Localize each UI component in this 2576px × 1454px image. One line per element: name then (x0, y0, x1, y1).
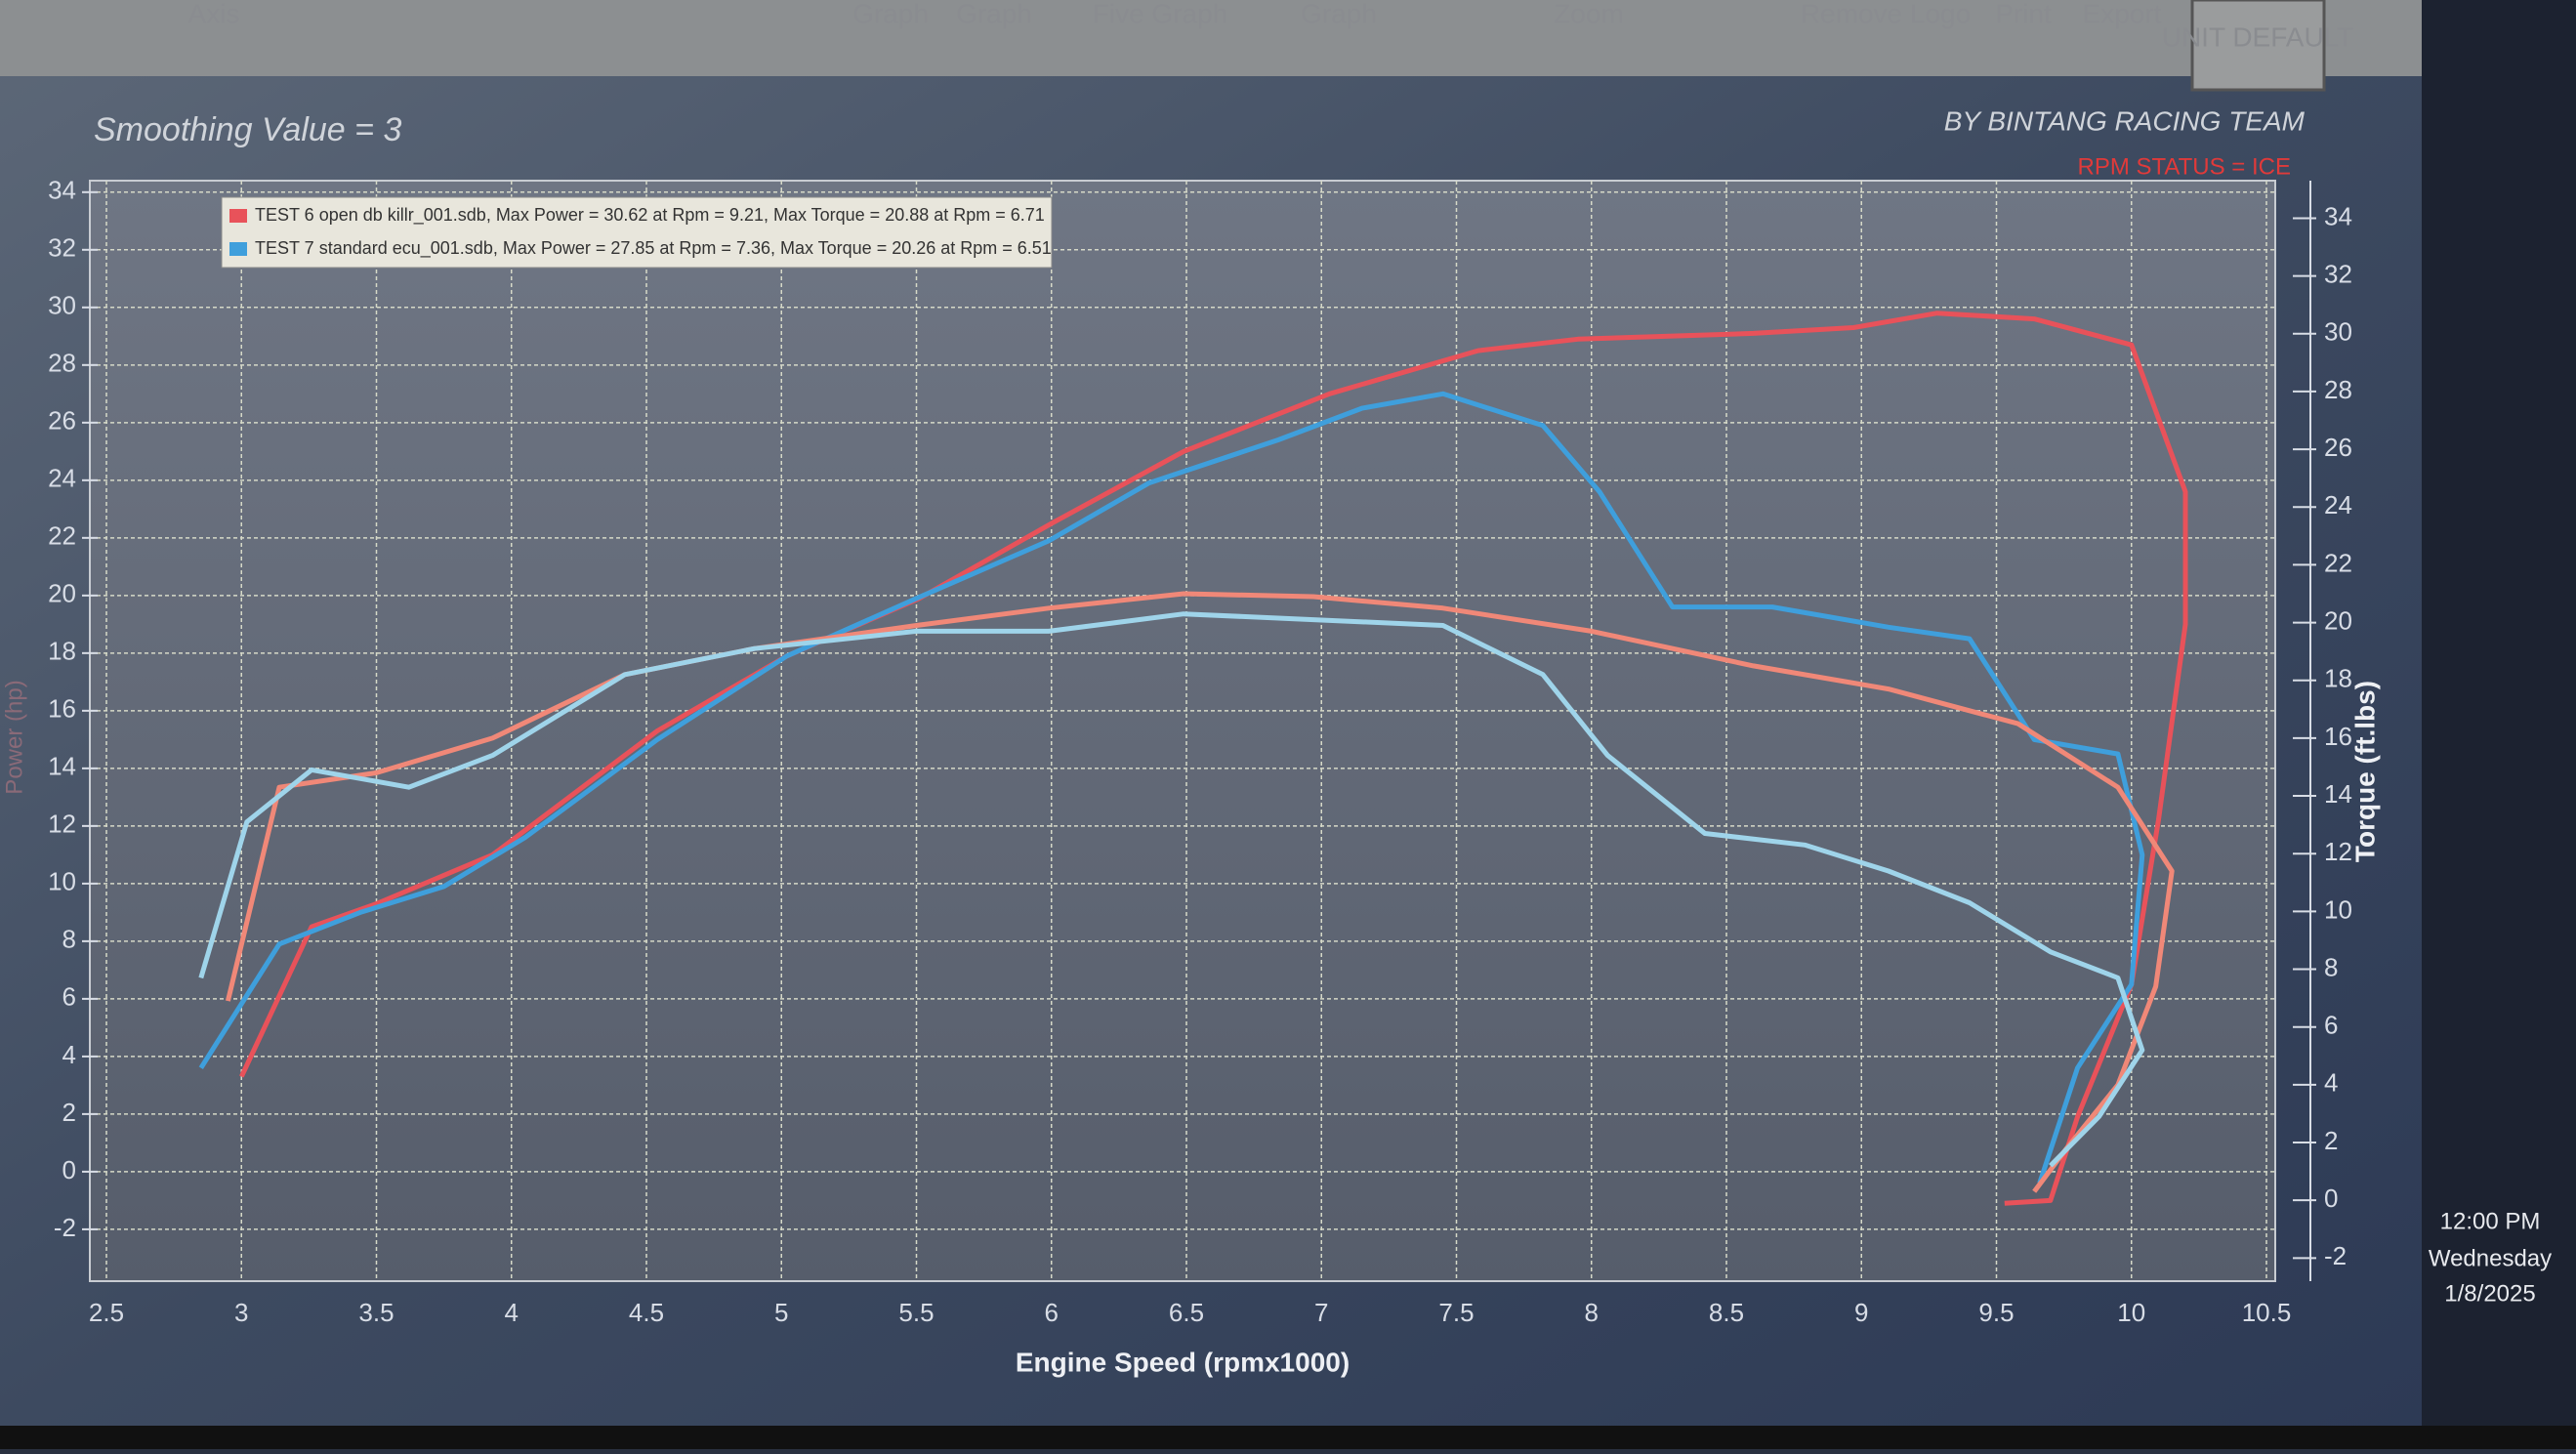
y2-tick-label: 6 (2324, 1011, 2338, 1040)
y-tick-label: 2 (62, 1098, 76, 1127)
y2-tick-label: 2 (2324, 1126, 2338, 1155)
y-tick-label: 34 (48, 176, 76, 205)
y-axis-label: Power (hp) (1, 680, 27, 794)
legend-swatch (229, 209, 247, 223)
x-tick-label: 6 (1045, 1298, 1059, 1327)
y2-tick-label: 30 (2324, 317, 2352, 347)
toolbar (0, 0, 2461, 76)
y2-tick-label: 14 (2324, 779, 2352, 809)
legend-box (221, 196, 1053, 269)
y-tick-label: 4 (62, 1040, 76, 1069)
y-tick-label: 20 (48, 579, 76, 608)
x-tick-label: 7.5 (1438, 1298, 1474, 1327)
x-axis-label: Engine Speed (rpmx1000) (1016, 1347, 1350, 1377)
x-tick-label: 9 (1854, 1298, 1868, 1327)
torque-line (225, 591, 2175, 1193)
x-tick-label: 3.5 (358, 1298, 394, 1327)
legend-entry: TEST 6 open db killr_001.sdb, Max Power … (255, 205, 1045, 226)
y2-tick-label: -2 (2324, 1241, 2347, 1270)
y-tick-label: 26 (48, 406, 76, 436)
toolbar-button[interactable]: Graph (1301, 0, 1377, 28)
y-tick-label: 32 (48, 233, 76, 263)
toolbar-button[interactable]: Graph (852, 0, 929, 28)
x-tick-label: 4.5 (629, 1298, 664, 1327)
y2-tick-label: 22 (2324, 548, 2352, 577)
x-tick-label: 10 (2117, 1298, 2145, 1327)
y2-tick-label: 20 (2324, 605, 2352, 635)
y-tick-label: 22 (48, 521, 76, 551)
y2-tick-label: 12 (2324, 837, 2352, 866)
y2-tick-label: 10 (2324, 894, 2352, 924)
y-tick-label: 18 (48, 637, 76, 666)
screen-bezel (0, 1426, 2576, 1449)
toolbar-button[interactable]: Axis (188, 0, 240, 28)
toolbar-button[interactable]: Five Graph (1093, 0, 1228, 28)
y2-tick-label: 0 (2324, 1184, 2338, 1213)
y2-tick-label: 32 (2324, 259, 2352, 288)
y2-tick-label: 16 (2324, 722, 2352, 751)
torque-line (198, 611, 2145, 1168)
y-tick-label: -2 (54, 1213, 76, 1242)
x-tick-label: 8.5 (1709, 1298, 1744, 1327)
x-tick-label: 2.5 (89, 1298, 124, 1327)
y-tick-label: 28 (48, 349, 76, 378)
chart-subtitle: BY BINTANG RACING TEAM (1944, 105, 2306, 136)
x-tick-label: 9.5 (1978, 1298, 2014, 1327)
x-tick-label: 3 (234, 1298, 248, 1327)
unit-button-frame[interactable] (2190, 0, 2326, 92)
y-tick-label: 30 (48, 291, 76, 320)
clock-day[interactable]: Wednesday (2429, 1245, 2552, 1271)
legend-entry: TEST 7 standard ecu_001.sdb, Max Power =… (255, 238, 1052, 259)
y-tick-label: 24 (48, 464, 76, 493)
y-tick-label: 16 (48, 694, 76, 724)
x-tick-label: 5 (774, 1298, 788, 1327)
plot-area (89, 180, 2276, 1282)
legend-swatch (229, 242, 247, 256)
y-tick-label: 12 (48, 810, 76, 839)
x-tick-label: 5.5 (898, 1298, 934, 1327)
toolbar-button[interactable]: Export (2083, 0, 2162, 28)
y2-tick-label: 18 (2324, 664, 2352, 693)
y2-tick-label: 24 (2324, 490, 2352, 519)
toolbar-button[interactable]: Graph (956, 0, 1032, 28)
y-tick-label: 6 (62, 982, 76, 1012)
toolbar-button[interactable]: Zoom (1554, 0, 1624, 28)
taskbar (2422, 0, 2576, 1449)
y2-tick-label: 28 (2324, 375, 2352, 404)
x-tick-label: 10.5 (2242, 1298, 2292, 1327)
y2-tick-label: 8 (2324, 952, 2338, 981)
toolbar-button[interactable]: Remove Logo (1801, 0, 1971, 28)
toolbar-button[interactable]: UNIT DEFAULT (2162, 21, 2354, 52)
chart-title: Smoothing Value = 3 (94, 111, 401, 148)
y-tick-label: 14 (48, 752, 76, 781)
x-tick-label: 7 (1314, 1298, 1328, 1327)
y-tick-label: 0 (62, 1155, 76, 1184)
rpm-status: RPM STATUS = ICE (2078, 153, 2291, 180)
clock-time[interactable]: 12:00 PM (2440, 1208, 2541, 1234)
y2-axis-label: Torque (ft.lbs) (2349, 681, 2380, 862)
y-tick-label: 10 (48, 867, 76, 896)
y2-tick-label: 34 (2324, 201, 2352, 230)
y-tick-label: 8 (62, 925, 76, 954)
x-tick-label: 6.5 (1169, 1298, 1204, 1327)
clock-date[interactable]: 1/8/2025 (2444, 1280, 2535, 1307)
y2-tick-label: 26 (2324, 433, 2352, 462)
toolbar-button[interactable]: Print (1995, 0, 2052, 28)
y2-tick-label: 4 (2324, 1068, 2338, 1098)
x-tick-label: 8 (1585, 1298, 1599, 1327)
power-line (198, 391, 2145, 1184)
x-tick-label: 4 (505, 1298, 519, 1327)
